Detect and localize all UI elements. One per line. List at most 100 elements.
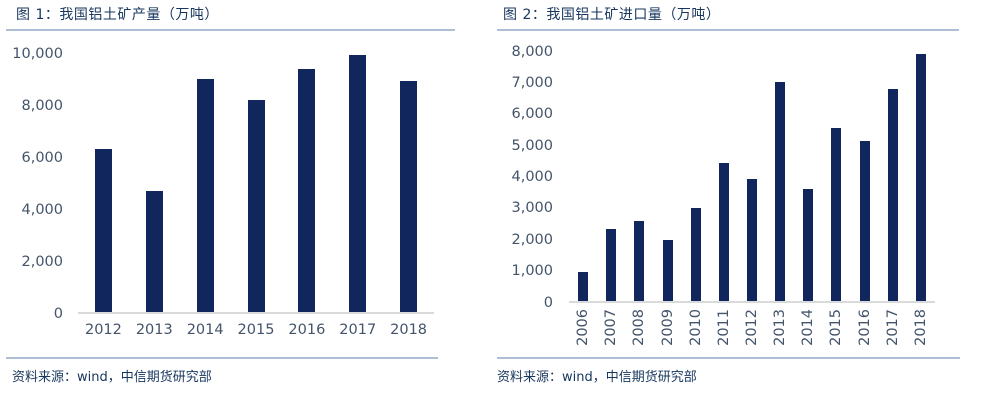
panel-production-chart: 图 1：我国铝土矿产量（万吨） 0 2,000 4,000 6,000 8,000 10,… — [0, 0, 493, 404]
y-tick-label: 10,000 — [12, 45, 63, 62]
bar-2017 — [349, 55, 367, 312]
bar-cell — [822, 52, 850, 301]
x-tick-label: 2012 — [84, 322, 122, 338]
bar-cell — [710, 52, 738, 301]
title-divider-line — [6, 29, 455, 31]
x-tick-cell: 2018 — [383, 322, 434, 342]
y-axis: 0 1,000 2,000 3,000 4,000 5,000 6,000 7,000 8,00… — [493, 44, 553, 310]
y-tick-label: 1,000 — [511, 263, 553, 280]
bar-2009 — [662, 240, 673, 301]
bar-cell — [851, 52, 879, 301]
bar-cell — [766, 52, 794, 301]
x-tick-label: 2016 — [288, 322, 326, 338]
bar-2015 — [247, 100, 265, 312]
bar-2007 — [606, 229, 617, 301]
y-tick-label: 4,000 — [21, 201, 63, 218]
bar-2012 — [747, 179, 758, 301]
bar-cell — [653, 52, 681, 301]
bar-2011 — [718, 162, 729, 301]
source-note: 资料来源：wind，中信期货研究部 — [497, 370, 697, 385]
y-tick-label: 6,000 — [21, 149, 63, 166]
y-axis: 0 2,000 4,000 6,000 8,000 10,000 — [0, 46, 63, 321]
bar-2008 — [634, 221, 645, 301]
bar-2018 — [400, 81, 418, 312]
bar-chart-import: 0 1,000 2,000 3,000 4,000 5,000 6,000 7,000 8,00… — [493, 0, 987, 404]
bar-2018 — [915, 53, 926, 301]
x-tick-cell: 2016 — [281, 322, 332, 342]
y-tick-label: 4,000 — [511, 169, 553, 185]
bar-cell — [281, 54, 332, 312]
bar-2013 — [145, 190, 163, 312]
bar-2014 — [803, 188, 814, 301]
plot-area — [569, 52, 935, 303]
x-tick-cell: 2013 — [129, 322, 180, 342]
bar-2010 — [690, 207, 701, 301]
bar-cell — [332, 54, 383, 312]
x-axis: 2012 2013 2014 2015 2016 2017 2018 — [78, 322, 434, 342]
x-tick-cell: 2012 — [78, 322, 129, 342]
bar-cell — [879, 52, 907, 301]
source-note: 资料来源：wind，中信期货研究部 — [12, 370, 212, 385]
x-tick-cell: 2012 — [738, 309, 766, 357]
x-tick-label: 2015 — [237, 322, 275, 338]
y-tick-label: 6,000 — [511, 106, 553, 123]
x-tick-cell: 2008 — [625, 309, 653, 357]
x-tick-label: 2010 — [687, 309, 704, 346]
chart-title: 图 2：我国铝土矿进口量（万吨） — [503, 7, 721, 23]
bar-cell — [738, 52, 766, 301]
y-tick-label: 3,000 — [511, 200, 553, 217]
panel-import-chart: 图 2：我国铝土矿进口量（万吨） 0 1,000 2,000 3,000 4,000 5,… — [493, 0, 987, 404]
bar-cell — [682, 52, 710, 301]
x-tick-label: 2018 — [390, 322, 428, 338]
source-divider-line — [497, 357, 960, 359]
y-tick-label: 0 — [543, 294, 553, 311]
x-tick-label: 2011 — [715, 309, 732, 346]
bar-cell — [78, 54, 129, 312]
y-tick-label: 2,000 — [21, 253, 63, 270]
plot-area — [78, 54, 434, 314]
bar-2012 — [94, 149, 112, 312]
x-tick-cell: 2018 — [907, 309, 935, 357]
title-divider-line — [497, 29, 959, 31]
x-axis: 2006 2007 2008 2009 2010 2011 2012 2013 2014 2015… — [569, 309, 935, 357]
x-tick-cell: 2014 — [794, 309, 822, 357]
x-tick-cell: 2013 — [766, 309, 794, 357]
bar-cell — [625, 52, 653, 301]
y-tick-label: 8,000 — [21, 97, 63, 114]
x-tick-label: 2014 — [800, 309, 817, 346]
bar-cell — [383, 54, 434, 312]
bar-cell — [129, 54, 180, 312]
y-tick-label: 2,000 — [511, 231, 553, 248]
x-tick-label: 2013 — [772, 309, 789, 346]
x-tick-label: 2008 — [631, 309, 648, 346]
x-tick-cell: 2017 — [879, 309, 907, 357]
x-tick-label: 2006 — [575, 309, 592, 346]
bar-2013 — [775, 81, 786, 301]
x-tick-label: 2014 — [186, 322, 224, 338]
source-divider-line — [6, 357, 438, 359]
x-tick-label: 2009 — [659, 309, 676, 346]
x-tick-cell: 2017 — [332, 322, 383, 342]
x-tick-label: 2013 — [135, 322, 173, 338]
x-tick-label: 2016 — [856, 309, 873, 346]
chart-title: 图 1：我国铝土矿产量（万吨） — [16, 7, 219, 23]
bar-cell — [794, 52, 822, 301]
x-tick-label: 2012 — [744, 309, 761, 346]
x-tick-cell: 2015 — [822, 309, 850, 357]
x-tick-cell: 2014 — [180, 322, 231, 342]
y-tick-label: 0 — [53, 305, 63, 322]
x-tick-cell: 2010 — [682, 309, 710, 357]
x-tick-cell: 2015 — [231, 322, 282, 342]
bar-cell — [231, 54, 282, 312]
x-tick-label: 2017 — [884, 309, 901, 346]
x-tick-cell: 2016 — [851, 309, 879, 357]
y-tick-label: 8,000 — [511, 43, 553, 60]
x-tick-cell: 2011 — [710, 309, 738, 357]
x-tick-label: 2007 — [603, 309, 620, 346]
y-tick-label: 7,000 — [511, 74, 553, 91]
bar-2016 — [298, 69, 316, 312]
x-tick-cell: 2007 — [597, 309, 625, 357]
x-tick-label: 2015 — [828, 309, 845, 346]
bar-cell — [569, 52, 597, 301]
